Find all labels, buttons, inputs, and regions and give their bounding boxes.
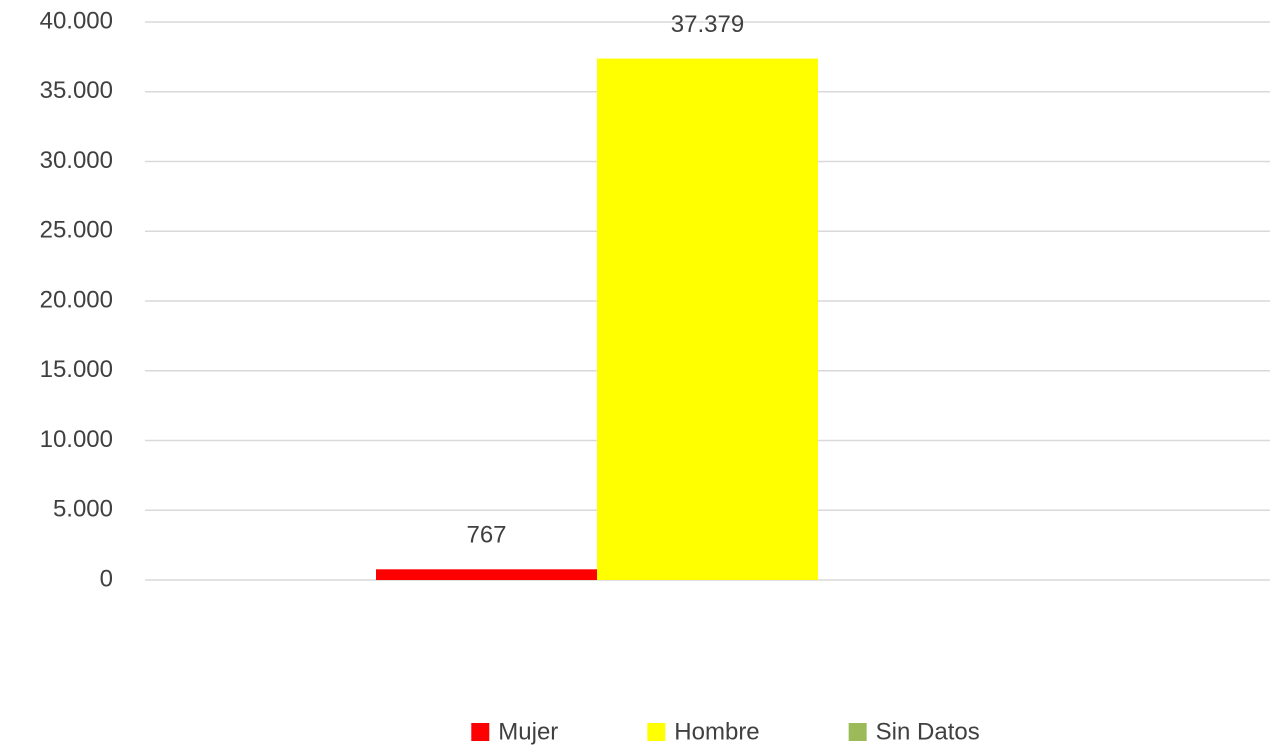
y-tick-label: 5.000	[53, 496, 113, 523]
legend-swatch	[647, 723, 666, 741]
y-tick-label: 15.000	[40, 356, 113, 383]
legend-swatch	[471, 723, 490, 741]
y-tick-label: 0	[100, 565, 113, 592]
legend-label: Hombre	[674, 718, 759, 745]
y-tick-label: 40.000	[40, 7, 113, 34]
bar	[376, 569, 597, 580]
y-tick-label: 30.000	[40, 147, 113, 174]
y-tick-label: 10.000	[40, 426, 113, 453]
legend: Mujer Hombre Sin Datos	[471, 718, 980, 745]
legend-swatch	[848, 723, 867, 741]
y-tick-label: 35.000	[40, 77, 113, 104]
y-tick-label: 20.000	[40, 286, 113, 313]
bar	[597, 58, 818, 581]
legend-label: Mujer	[498, 718, 558, 745]
data-label: 767	[466, 522, 506, 549]
y-tick-label: 25.000	[40, 217, 113, 244]
data-label: 37.379	[671, 11, 744, 38]
legend-label: Sin Datos	[876, 718, 980, 745]
